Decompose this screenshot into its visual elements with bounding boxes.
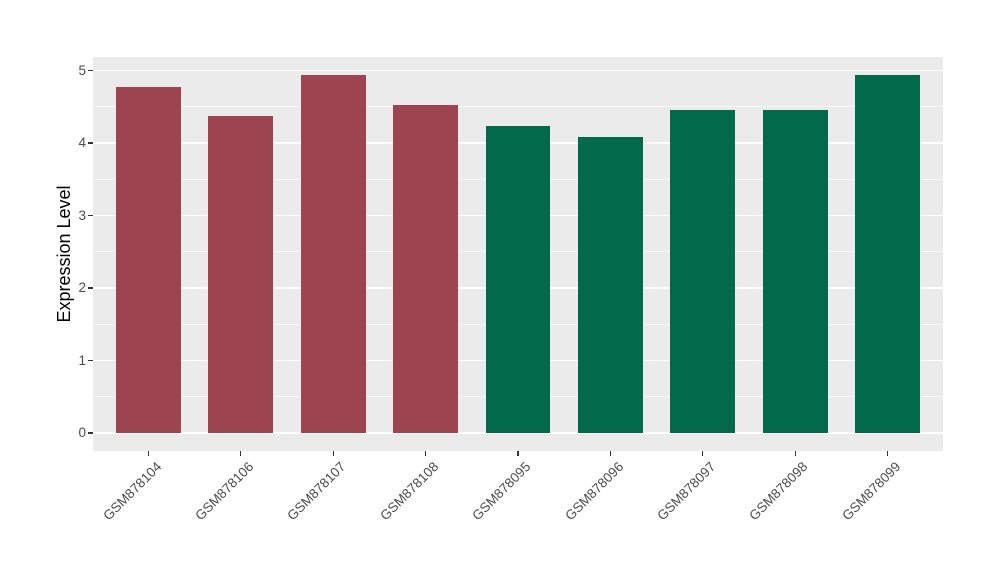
x-tick-label: GSM878106 <box>192 459 257 524</box>
y-tick-label: 5 <box>78 62 86 78</box>
x-axis-tick <box>886 451 889 456</box>
x-tick-label: GSM878098 <box>746 459 811 524</box>
bar-GSM878096 <box>578 137 643 434</box>
x-axis-tick <box>147 451 150 456</box>
bar-GSM878107 <box>300 74 366 434</box>
y-tick-label: 3 <box>78 207 86 223</box>
x-tick-label: GSM878097 <box>654 459 719 524</box>
bar-GSM878099 <box>855 74 920 434</box>
x-tick-label: GSM878096 <box>561 459 627 524</box>
x-axis-tick <box>425 451 427 456</box>
x-tick-label: GSM878108 <box>377 459 442 524</box>
y-axis-tick <box>88 359 93 362</box>
y-axis-tick <box>88 214 93 217</box>
bar-GSM878095 <box>485 126 551 434</box>
y-axis-tick <box>88 69 93 72</box>
bar-GSM878108 <box>393 105 458 434</box>
bar-GSM878098 <box>762 110 828 434</box>
x-tick-label: GSM878095 <box>469 459 534 524</box>
x-axis-tick <box>702 451 704 456</box>
gridline-minor <box>93 106 943 108</box>
bar-GSM878106 <box>208 116 274 434</box>
bar-GSM878104 <box>116 86 181 434</box>
x-axis-tick <box>332 451 334 456</box>
x-axis-tick <box>240 451 242 456</box>
y-axis-tick <box>88 287 93 289</box>
x-axis-tick <box>609 451 611 456</box>
x-axis-tick <box>794 451 796 456</box>
x-tick-label: GSM878107 <box>284 459 349 524</box>
y-tick-label: 0 <box>78 425 86 441</box>
bar-GSM878097 <box>670 110 736 434</box>
gridline-major <box>93 69 943 72</box>
y-tick-label: 4 <box>78 135 86 151</box>
y-tick-label: 1 <box>78 352 86 368</box>
y-axis-tick <box>88 432 93 434</box>
y-axis-tick <box>88 142 93 144</box>
y-axis-title: Expression Level <box>54 185 74 323</box>
x-tick-label: GSM878099 <box>838 459 904 524</box>
x-tick-label: GSM878104 <box>99 459 165 524</box>
plot-panel <box>93 57 943 451</box>
x-axis-tick <box>517 451 519 456</box>
gridline-major <box>93 432 943 434</box>
y-tick-label: 2 <box>78 280 86 296</box>
